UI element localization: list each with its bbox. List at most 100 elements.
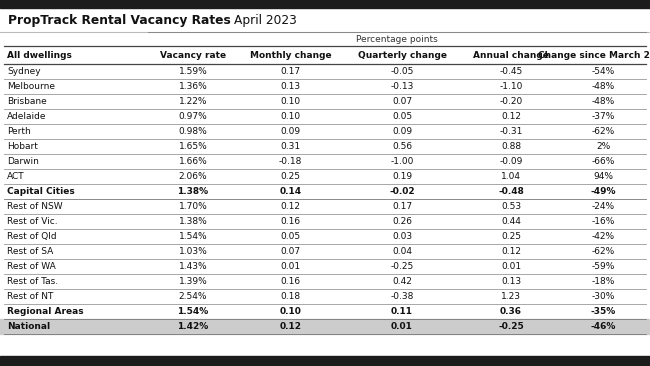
Text: -0.18: -0.18 [279, 157, 302, 166]
Text: 1.54%: 1.54% [179, 232, 207, 241]
Bar [0, 46, 650, 64]
Text: 2%: 2% [597, 142, 610, 151]
Text: 0.17: 0.17 [280, 67, 300, 76]
Text: Rest of NT: Rest of NT [7, 292, 53, 301]
Text: Regional Areas: Regional Areas [7, 307, 84, 316]
Text: -0.05: -0.05 [390, 67, 413, 76]
Text: 0.88: 0.88 [501, 142, 521, 151]
Bar [0, 79, 650, 94]
Text: 1.54%: 1.54% [177, 307, 209, 316]
Text: 0.13: 0.13 [501, 277, 521, 286]
Text: 0.25: 0.25 [281, 172, 300, 181]
Text: 0.01: 0.01 [391, 322, 413, 331]
Text: Brisbane: Brisbane [7, 97, 47, 106]
Bar [0, 154, 650, 169]
Text: -0.45: -0.45 [499, 67, 523, 76]
Text: 2.06%: 2.06% [179, 172, 207, 181]
Bar [0, 94, 650, 109]
Text: 0.09: 0.09 [280, 127, 300, 136]
Bar [0, 274, 650, 289]
Text: 0.25: 0.25 [501, 232, 521, 241]
Text: 0.16: 0.16 [280, 217, 300, 226]
Text: Rest of WA: Rest of WA [7, 262, 56, 271]
Bar [0, 259, 650, 274]
Text: Rest of Qld: Rest of Qld [7, 232, 57, 241]
Text: -1.00: -1.00 [390, 157, 413, 166]
Text: 0.98%: 0.98% [179, 127, 207, 136]
Text: PropTrack Rental Vacancy Rates: PropTrack Rental Vacancy Rates [8, 14, 231, 27]
Text: 0.17: 0.17 [392, 202, 412, 211]
Text: Percentage points: Percentage points [356, 34, 438, 44]
Text: 0.12: 0.12 [501, 247, 521, 256]
Text: -59%: -59% [592, 262, 615, 271]
Text: 0.10: 0.10 [280, 97, 300, 106]
Text: 0.10: 0.10 [280, 112, 300, 121]
Text: -54%: -54% [592, 67, 615, 76]
Text: 0.56: 0.56 [392, 142, 412, 151]
Text: -0.13: -0.13 [390, 82, 413, 91]
Bar [0, 169, 650, 184]
Text: Sydney: Sydney [7, 67, 40, 76]
Text: 1.70%: 1.70% [179, 202, 207, 211]
Text: 0.19: 0.19 [392, 172, 412, 181]
Text: 0.10: 0.10 [280, 307, 302, 316]
Text: 0.12: 0.12 [281, 202, 300, 211]
Text: -0.09: -0.09 [499, 157, 523, 166]
Text: -35%: -35% [591, 307, 616, 316]
Text: Perth: Perth [7, 127, 31, 136]
Bar [0, 244, 650, 259]
Bar [0, 32, 650, 46]
Text: 1.59%: 1.59% [179, 67, 207, 76]
Bar [0, 64, 650, 79]
Text: Rest of Vic.: Rest of Vic. [7, 217, 58, 226]
Text: 1.66%: 1.66% [179, 157, 207, 166]
Text: All dwellings: All dwellings [7, 51, 72, 60]
Text: Monthly change: Monthly change [250, 51, 332, 60]
Text: Rest of Tas.: Rest of Tas. [7, 277, 58, 286]
Text: 0.09: 0.09 [392, 127, 412, 136]
Text: -0.02: -0.02 [389, 187, 415, 196]
Text: 0.05: 0.05 [280, 232, 300, 241]
Text: Rest of SA: Rest of SA [7, 247, 53, 256]
Bar [0, 319, 650, 334]
Bar [0, 229, 650, 244]
Text: -24%: -24% [592, 202, 615, 211]
Text: ACT: ACT [7, 172, 25, 181]
Text: Annual change: Annual change [473, 51, 549, 60]
Text: 1.42%: 1.42% [177, 322, 209, 331]
Bar [0, 109, 650, 124]
Bar [0, 139, 650, 154]
Text: -0.25: -0.25 [498, 322, 524, 331]
Text: -0.20: -0.20 [499, 97, 523, 106]
Text: Change since March 2020: Change since March 2020 [538, 51, 650, 60]
Text: 0.97%: 0.97% [179, 112, 207, 121]
Text: 0.26: 0.26 [392, 217, 412, 226]
Text: -16%: -16% [592, 217, 615, 226]
Bar [0, 184, 650, 199]
Bar [0, 199, 650, 214]
Text: -62%: -62% [592, 127, 615, 136]
Text: Darwin: Darwin [7, 157, 39, 166]
Text: 1.03%: 1.03% [179, 247, 207, 256]
Text: 1.22%: 1.22% [179, 97, 207, 106]
Text: 0.14: 0.14 [280, 187, 302, 196]
Text: 0.31: 0.31 [280, 142, 300, 151]
Text: 0.05: 0.05 [392, 112, 412, 121]
Text: -66%: -66% [592, 157, 615, 166]
Text: Vacancy rate: Vacancy rate [160, 51, 226, 60]
Text: -62%: -62% [592, 247, 615, 256]
Text: 94%: 94% [593, 172, 614, 181]
Text: 1.38%: 1.38% [179, 217, 207, 226]
Text: Capital Cities: Capital Cities [7, 187, 75, 196]
Bar [0, 304, 650, 319]
Text: -18%: -18% [592, 277, 615, 286]
Text: 0.03: 0.03 [392, 232, 412, 241]
Bar [0, 356, 650, 366]
Text: 0.12: 0.12 [280, 322, 302, 331]
Text: 0.12: 0.12 [501, 112, 521, 121]
Text: -0.31: -0.31 [499, 127, 523, 136]
Text: 1.36%: 1.36% [179, 82, 207, 91]
Text: -46%: -46% [591, 322, 616, 331]
Text: 0.16: 0.16 [280, 277, 300, 286]
Text: 0.01: 0.01 [501, 262, 521, 271]
